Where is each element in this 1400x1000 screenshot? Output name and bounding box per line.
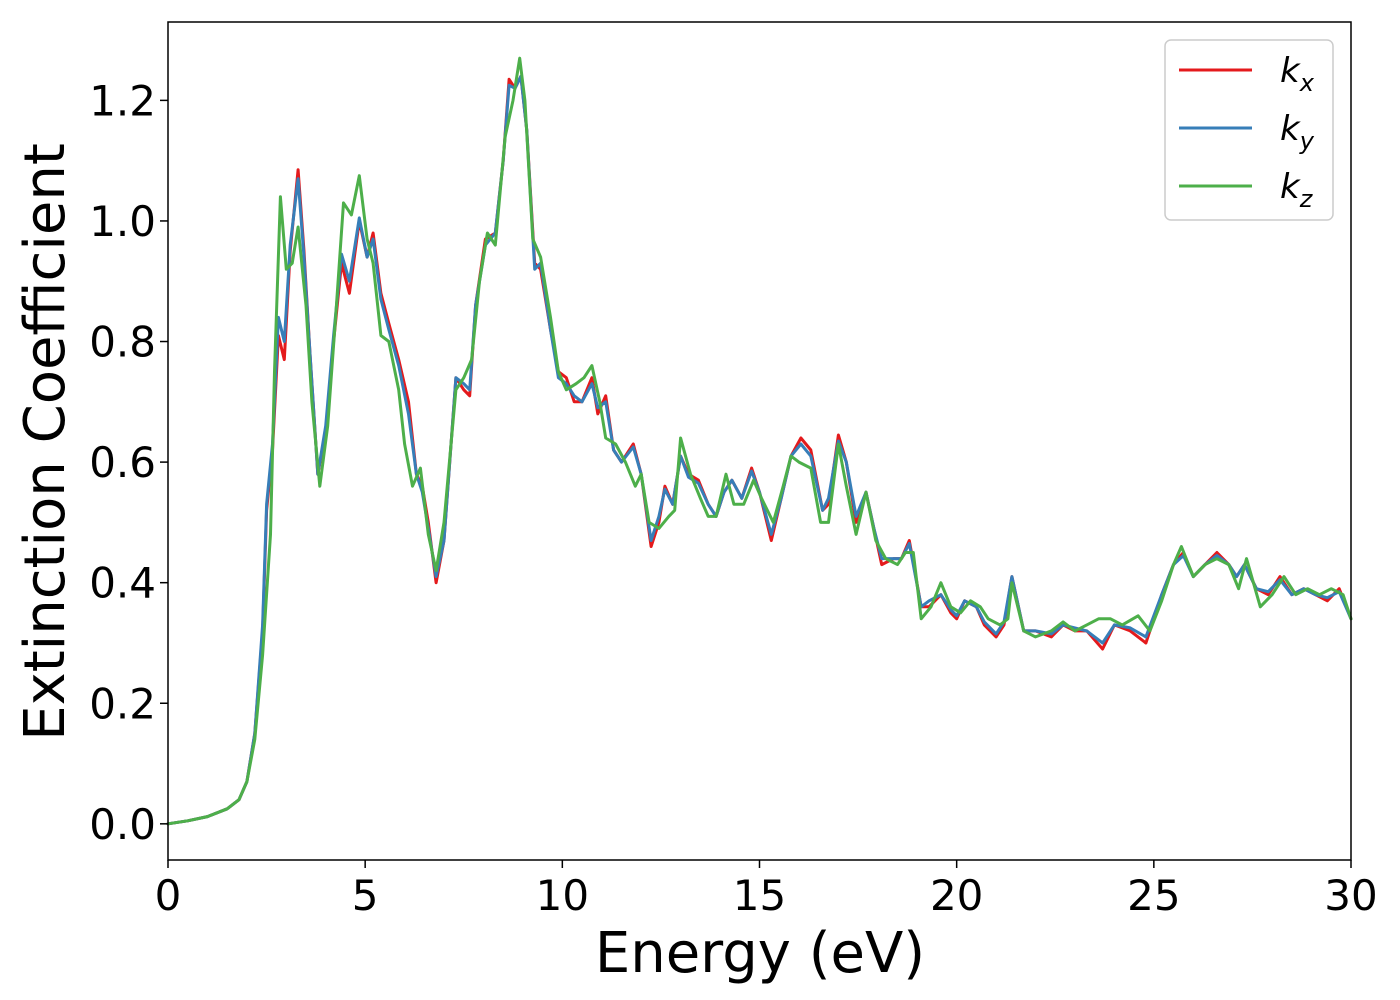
y-tick-label: 1.2 <box>89 76 156 125</box>
y-axis-label: Extinction Coefficient <box>13 143 78 741</box>
series-line-k-z <box>166 56 1353 826</box>
y-tick-label: 0.0 <box>89 800 156 849</box>
y-tick-label: 0.2 <box>89 679 156 728</box>
x-axis-ticks: 0 5 10 15 20 25 30 <box>155 860 1378 920</box>
series-line-k-y <box>166 74 1353 826</box>
y-tick-label: 0.6 <box>89 438 156 487</box>
legend: kx ky kz <box>1164 39 1334 221</box>
x-tick-label: 15 <box>733 871 786 920</box>
x-tick-label: 20 <box>930 871 983 920</box>
legend-entry: kz <box>1280 167 1314 213</box>
legend-entry: ky <box>1280 109 1315 155</box>
y-tick-label: 1.0 <box>89 197 156 246</box>
x-tick-label: 5 <box>352 871 379 920</box>
y-tick-label: 0.8 <box>89 318 156 367</box>
x-axis-label: Energy (eV) <box>595 921 925 986</box>
x-tick-label: 0 <box>155 871 182 920</box>
legend-entry: kx <box>1280 51 1315 97</box>
y-axis-ticks: 0.0 0.2 0.4 0.6 0.8 1.0 1.2 <box>89 76 168 849</box>
x-tick-label: 25 <box>1127 871 1180 920</box>
y-tick-label: 0.4 <box>89 559 156 608</box>
series-layer <box>166 56 1353 826</box>
x-tick-label: 30 <box>1324 871 1377 920</box>
x-tick-label: 10 <box>536 871 589 920</box>
legend-box <box>1164 39 1334 221</box>
